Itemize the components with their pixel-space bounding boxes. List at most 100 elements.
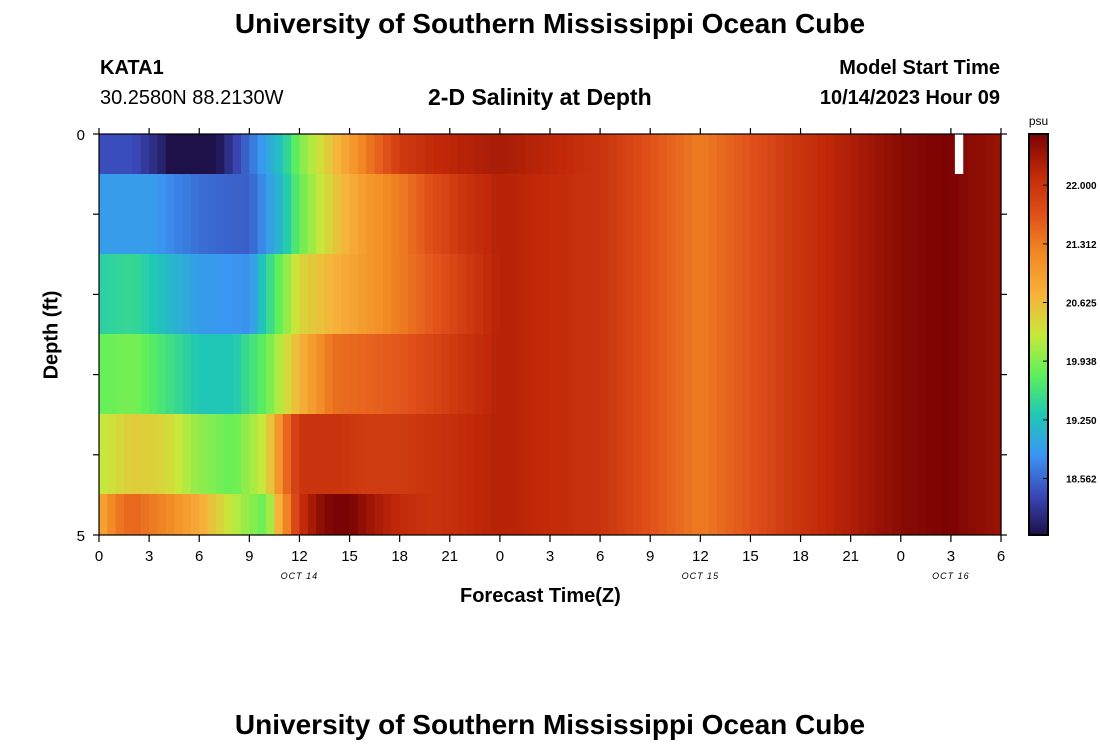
heatmap-cell [608,134,618,174]
heatmap-cell [800,254,810,334]
heatmap-cell [842,494,852,535]
heatmap-cell [240,414,250,494]
heatmap-cell [541,414,551,494]
heatmap-cell [550,254,559,334]
heatmap-cell [215,254,225,334]
heatmap-cell [224,334,234,414]
heatmap-cell [165,174,175,254]
heatmap-cell [399,414,409,494]
heatmap-cell [566,414,576,494]
heatmap-cell [817,334,827,414]
heatmap-cell [257,494,267,535]
heatmap-cell [942,494,952,535]
heatmap-cell [808,334,818,414]
x-tick-label: 21 [842,548,859,565]
heatmap-cell [282,174,292,254]
heatmap-cell [266,174,275,254]
heatmap-cell [691,254,701,334]
heatmap-cell [725,254,735,334]
heatmap-cell [533,174,543,254]
heatmap-cell [767,334,777,414]
colorbar-tick-label: 20.625 [1066,299,1097,310]
heatmap-cell [107,414,117,494]
heatmap-cell [182,334,192,414]
heatmap-cell [349,494,359,535]
heatmap-cell [742,414,752,494]
heatmap-cell [441,494,451,535]
heatmap-cell [558,134,568,174]
x-tick-label: 0 [897,548,905,565]
heatmap-cell [859,414,868,494]
heatmap-cell [516,134,526,174]
heatmap-cell [583,174,593,254]
heatmap-cell [700,494,710,535]
heatmap-cell [992,494,1002,535]
heatmap-cell [182,134,192,174]
heatmap-cell [666,134,676,174]
heatmap-cell [783,174,793,254]
heatmap-cell [984,174,994,254]
heatmap-cell [717,334,726,414]
heatmap-cell [266,414,275,494]
heatmap-cell [341,494,351,535]
heatmap-cell [349,134,359,174]
heatmap-cell [925,334,935,414]
heatmap-cell [499,134,509,174]
heatmap-cell [249,254,259,334]
heatmap-cell [558,494,568,535]
x-tick-label: 3 [145,548,153,565]
heatmap-cell [357,134,367,174]
heatmap-cell [533,494,543,535]
heatmap-cell [424,174,434,254]
heatmap-cell [433,414,443,494]
heatmap-cell [341,414,351,494]
heatmap-cell [115,134,125,174]
heatmap-cell [825,134,835,174]
heatmap-cell [675,414,685,494]
heatmap-cell [232,174,242,254]
heatmap-cell [975,174,985,254]
heatmap-cell [124,254,134,334]
heatmap-cell [357,254,367,334]
heatmap-cell [107,174,117,254]
heatmap-cell [917,254,927,334]
heatmap-cell [833,134,843,174]
heatmap-cell [992,174,1002,254]
heatmap-cell [808,254,818,334]
heatmap-cell [182,494,192,535]
heatmap-cell [541,494,551,535]
heatmap-cell [291,254,301,334]
heatmap-cell [274,494,284,535]
heatmap-cell [909,334,919,414]
heatmap-cell [733,174,743,254]
heatmap-cell [374,254,384,334]
heatmap-cell [224,494,234,535]
heatmap-cell [382,174,392,254]
heatmap-cell [115,494,125,535]
heatmap-cell [99,414,108,494]
heatmap-cell [658,414,668,494]
heatmap-cell [174,174,184,254]
heatmap-cell [775,254,785,334]
heatmap-cell [725,134,735,174]
heatmap-cell [157,414,167,494]
heatmap-cell [274,414,284,494]
heatmap-cell [341,134,351,174]
heatmap-cell [215,174,225,254]
heatmap-cell [700,414,710,494]
heatmap-cell [391,134,401,174]
heatmap-cell [157,334,167,414]
heatmap-cell [608,334,618,414]
heatmap-cell [249,494,259,535]
heatmap-cell [909,174,919,254]
heatmap-cell [641,134,651,174]
heatmap-cell [600,334,610,414]
heatmap-cell [449,134,459,174]
axes-ticks: 0 3 6 9 12 15 18 21 0 3 6 9 12 15 18 21 0 3 6 OCT 14 OCT 15 O… [77,127,1007,581]
heatmap-cell [691,134,701,174]
heatmap-cell [190,494,200,535]
heatmap-cell [783,254,793,334]
heatmap-cell [750,134,760,174]
heatmap-cell [257,334,267,414]
heatmap-cell [775,334,785,414]
